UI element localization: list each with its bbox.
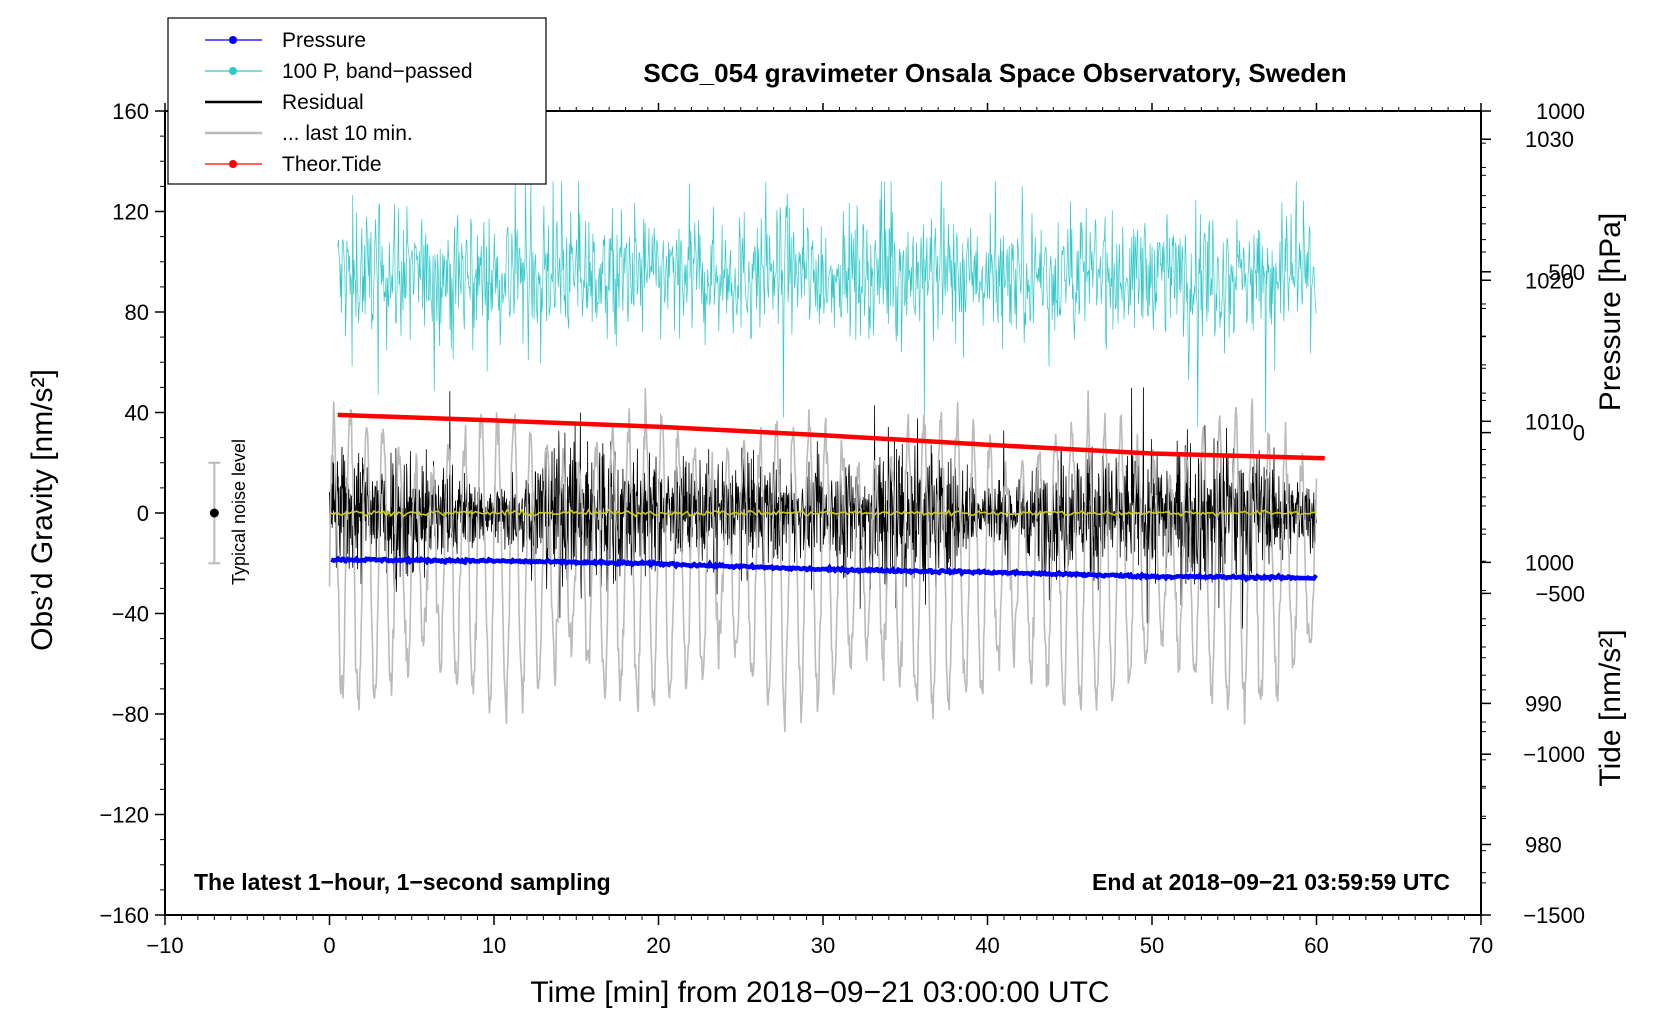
tide-tick-label: −1000 <box>1523 742 1585 767</box>
x-tick-label: 10 <box>482 933 506 958</box>
legend-swatch-dot <box>229 36 237 44</box>
series-theor-tide <box>337 412 1325 461</box>
pressure-line <box>330 555 1318 583</box>
legend-label: ... last 10 min. <box>282 122 413 145</box>
tide-tick-label: 0 <box>1573 421 1585 446</box>
sampling-note: The latest 1−hour, 1−second sampling <box>194 869 611 895</box>
y-axis-ticks: 160 120 80 40 0 −40 −80 −120 −160 <box>99 99 165 928</box>
x-tick-label: 40 <box>975 933 999 958</box>
pressure-tick-label: 990 <box>1525 691 1562 716</box>
legend-label: Residual <box>282 91 364 114</box>
y-tick-label: −120 <box>99 803 149 828</box>
y-tick-label: −80 <box>112 702 149 727</box>
theor-tide-line <box>337 412 1325 461</box>
pressure-axis-title: Pressure [hPa] <box>1594 213 1627 411</box>
x-axis-ticks: −10 0 10 20 30 40 50 60 70 <box>146 103 1493 958</box>
noise-bar-center <box>209 508 219 518</box>
y-tick-label: −40 <box>112 602 149 627</box>
legend-swatch-dot <box>229 67 237 75</box>
tide-tick-label: −500 <box>1535 581 1585 606</box>
legend-label: Theor.Tide <box>282 153 382 176</box>
tide-tick-label: 1000 <box>1536 99 1585 124</box>
x-tick-label: 70 <box>1469 933 1493 958</box>
legend-swatch-dot <box>229 160 237 168</box>
tide-axis-ticks: 1000 500 0 −500 −1000 −1500 <box>1481 99 1585 928</box>
chart-title: SCG_054 gravimeter Onsala Space Observat… <box>643 58 1346 88</box>
noise-level-bar <box>208 461 221 565</box>
tide-tick-label: 500 <box>1548 260 1585 285</box>
x-tick-label: 50 <box>1140 933 1164 958</box>
x-tick-label: 30 <box>811 933 835 958</box>
pressure-tick-label: 1030 <box>1525 127 1574 152</box>
noise-level-label: Typical noise level <box>229 439 249 585</box>
x-tick-label: 20 <box>646 933 670 958</box>
legend-label: Pressure <box>282 29 366 52</box>
tide-axis-title: Tide [nm/s²] <box>1594 629 1627 786</box>
legend-label: 100 P, band−passed <box>282 60 473 83</box>
pressure-tick-label: 1010 <box>1525 409 1574 434</box>
x-axis-title: Time [min] from 2018−09−21 03:00:00 UTC <box>530 976 1109 1009</box>
pressure-tick-label: 1000 <box>1525 550 1574 575</box>
y-axis-title: Obs’d Gravity [nm/s²] <box>26 369 59 651</box>
pressure-axis-ticks: 1030 1020 1010 1000 990 980 <box>1481 110 1574 874</box>
x-tick-label: −10 <box>146 933 183 958</box>
y-tick-label: −160 <box>99 903 149 928</box>
legend: Pressure 100 P, band−passed Residual ... la… <box>167 17 547 185</box>
y-tick-label: 160 <box>112 99 149 124</box>
y-tick-label: 40 <box>125 401 149 426</box>
tide-tick-label: −1500 <box>1523 903 1585 928</box>
pressure-tick-label: 980 <box>1525 832 1562 857</box>
y-tick-label: 0 <box>137 501 149 526</box>
pressure-tick-label: 1020 <box>1525 268 1574 293</box>
series-pressure <box>330 555 1318 583</box>
x-tick-label: 0 <box>323 933 335 958</box>
series-band-passed-pressure <box>337 181 1317 433</box>
band-passed-pressure-line <box>337 181 1317 433</box>
end-time-note: End at 2018−09−21 03:59:59 UTC <box>1092 869 1450 895</box>
y-tick-label: 80 <box>125 300 149 325</box>
last-10-min-line <box>328 388 1318 732</box>
series-last-10-min <box>328 388 1318 732</box>
y-tick-label: 120 <box>112 200 149 225</box>
x-tick-label: 60 <box>1304 933 1328 958</box>
